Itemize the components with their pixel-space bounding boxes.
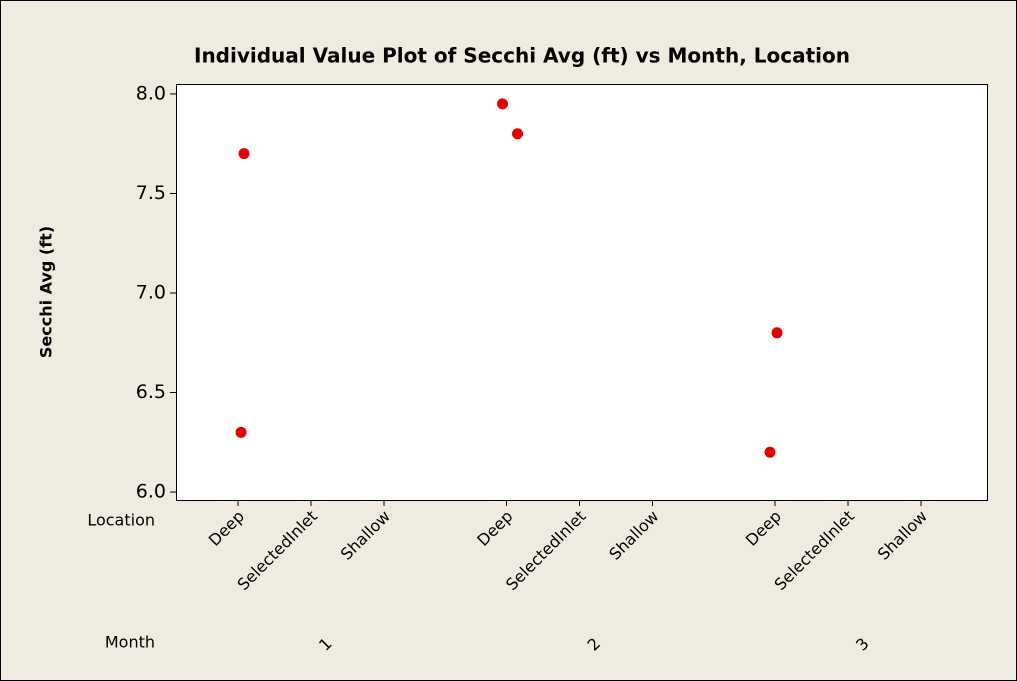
y-tick-label: 7.5 — [136, 182, 166, 204]
y-tick-label: 6.0 — [136, 481, 166, 503]
point — [764, 446, 776, 458]
y-tick-label: 8.0 — [136, 82, 166, 104]
y-axis-label: Secchi Avg (ft) — [37, 226, 56, 358]
x-level-name: Month — [105, 633, 155, 652]
point — [238, 148, 250, 160]
chart-title: Individual Value Plot of Secchi Avg (ft)… — [194, 44, 850, 68]
x-level-name: Location — [87, 511, 155, 530]
point — [235, 426, 247, 438]
point — [771, 327, 783, 339]
point — [497, 98, 508, 110]
point — [512, 128, 523, 140]
y-tick-label: 6.5 — [136, 381, 166, 403]
y-tick-label: 7.0 — [136, 281, 166, 303]
plot-area — [176, 84, 988, 501]
